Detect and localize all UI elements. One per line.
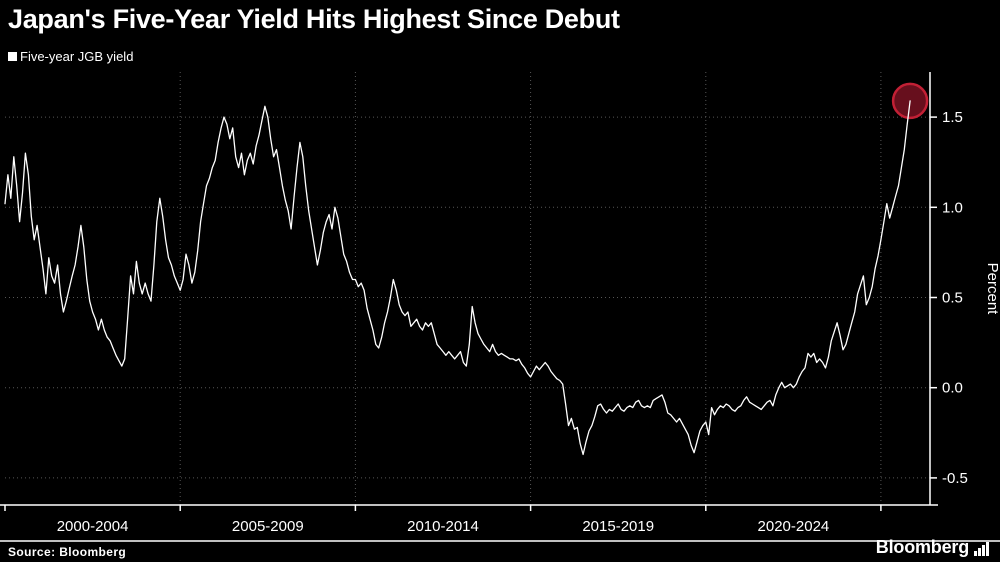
bar-chart-icon [974, 542, 989, 556]
y-tick-label: 1.0 [942, 199, 963, 216]
source-label: Source: Bloomberg [8, 545, 127, 559]
x-axis-label: 2015-2019 [582, 518, 654, 535]
legend: Five-year JGB yield [8, 50, 133, 63]
legend-label: Five-year JGB yield [20, 49, 134, 64]
x-axis-label: 2000-2004 [57, 518, 129, 535]
y-axis-title: Percent [984, 263, 1000, 316]
y-tick-label: -0.5 [942, 470, 968, 487]
chart-title: Japan's Five-Year Yield Hits Highest Sin… [8, 4, 620, 34]
bloomberg-logo-text: Bloomberg [875, 537, 969, 557]
yield-line [4, 100, 911, 456]
y-tick-label: 0.0 [942, 380, 963, 397]
x-axis-label: 2010-2014 [407, 518, 479, 535]
y-tick-label: 0.5 [942, 290, 963, 307]
bloomberg-logo: Bloomberg [876, 537, 990, 558]
x-axis-label: 2005-2009 [232, 518, 304, 535]
y-tick-label: 1.5 [942, 109, 963, 126]
legend-swatch-icon [8, 52, 17, 61]
x-axis-label: 2020-2024 [758, 518, 830, 535]
